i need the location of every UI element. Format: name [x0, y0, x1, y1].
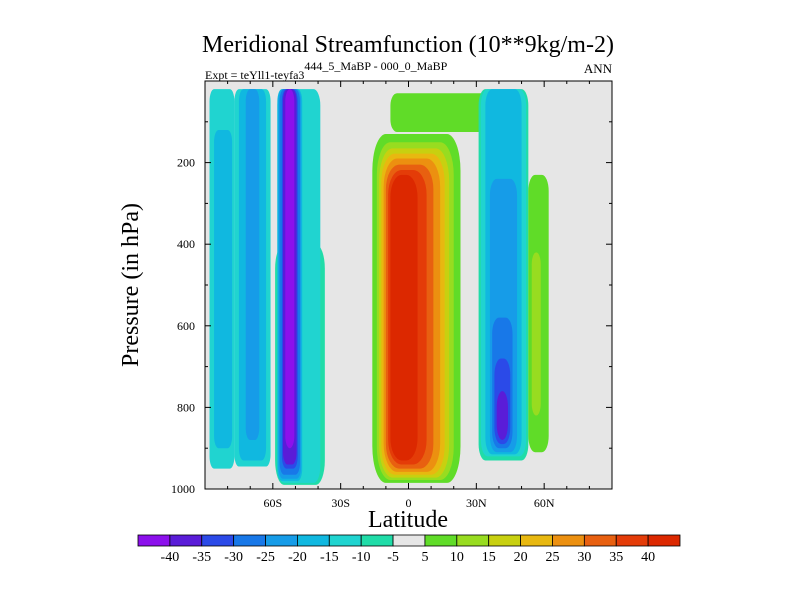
y-tick-label-4: 1000 — [171, 482, 195, 496]
colorbar-label-13: 30 — [577, 550, 591, 565]
colorbar-swatch-9 — [424, 534, 458, 547]
colorbar-label-8: 5 — [421, 550, 428, 565]
colorbar-swatch-4 — [265, 534, 298, 547]
colorbar-label-15: 40 — [641, 550, 655, 565]
colorbar-label-7: -5 — [387, 550, 399, 565]
x-axis-label: Latitude — [368, 507, 448, 533]
x-tick-label-1: 30S — [331, 496, 350, 510]
x-tick-label-0: 60S — [263, 496, 282, 510]
colorbar-swatch-5 — [297, 534, 330, 547]
colorbar-swatch-10 — [456, 534, 490, 547]
nh-upper-band-05 — [390, 93, 488, 132]
colorbar-label-12: 25 — [545, 550, 559, 565]
colorbar-label-0: -40 — [161, 550, 180, 565]
colorbar-swatch-15 — [615, 534, 649, 547]
chart-title: Meridional Streamfunction (10**9kg/m-2) — [202, 32, 614, 58]
colorbar-swatch-13 — [552, 534, 585, 547]
sh-deep-band-40 — [285, 89, 295, 449]
colorbar-swatch-6 — [328, 534, 362, 547]
colorbar-label-6: -10 — [352, 550, 371, 565]
y-tick-label-2: 600 — [177, 319, 195, 333]
nh-neg-band-35 — [496, 391, 508, 441]
sh-outer-cell-band-15 — [214, 129, 233, 449]
y-tick-label-3: 800 — [177, 400, 195, 414]
colorbar-label-2: -30 — [224, 550, 243, 565]
x-tick-label-3: 30N — [466, 496, 487, 510]
x-tick-label-2: 0 — [406, 496, 412, 510]
experiment-label-super: 444_5_MaBP - 000_0_MaBP — [304, 59, 447, 73]
colorbar-label-3: -25 — [256, 550, 275, 565]
colorbar-label-10: 15 — [482, 550, 496, 565]
season-label: ANN — [584, 61, 613, 76]
colorbar-label-5: -15 — [320, 550, 339, 565]
y-axis-label: Pressure (in hPa) — [118, 203, 144, 367]
colorbar: -40 -35 -30 -25 -20 -15 -10 -5 5 10 15 20 25 30 35 40 — [137, 534, 681, 565]
x-axis: 60S 30S 0 30N 60N — [227, 81, 590, 510]
colorbar-label-11: 20 — [514, 550, 528, 565]
sh-cell2-band-20 — [245, 89, 260, 441]
colorbar-swatch-2 — [201, 534, 235, 547]
y-tick-label-1: 400 — [177, 237, 195, 251]
experiment-label-prefix: Expt = teYll1-teyfa3 — [205, 68, 304, 82]
colorbar-swatch-11 — [488, 534, 521, 547]
colorbar-swatch-7 — [360, 534, 394, 547]
colorbar-swatch-0 — [137, 534, 171, 547]
colorbar-label-14: 35 — [609, 550, 623, 565]
x-tick-label-4: 60N — [534, 496, 555, 510]
y-axis: 200 400 600 800 1000 — [171, 121, 612, 496]
colorbar-swatch-16 — [647, 534, 681, 547]
colorbar-swatch-8 — [392, 534, 426, 547]
colorbar-swatch-14 — [583, 534, 617, 547]
trop-band-40 — [390, 174, 418, 461]
colorbar-swatch-12 — [520, 534, 553, 547]
y-tick-label-0: 200 — [177, 156, 195, 170]
contour-field — [209, 89, 549, 485]
colorbar-label-4: -20 — [288, 550, 307, 565]
colorbar-swatch-1 — [169, 534, 203, 547]
experiment-label: Expt = teYll1-teyfa3444_5_MaBP - 000_0_M… — [205, 59, 448, 82]
colorbar-label-9: 10 — [450, 550, 464, 565]
colorbar-label-1: -35 — [192, 550, 211, 565]
colorbar-swatch-3 — [233, 534, 266, 547]
nh-outer-band-10 — [531, 252, 541, 416]
